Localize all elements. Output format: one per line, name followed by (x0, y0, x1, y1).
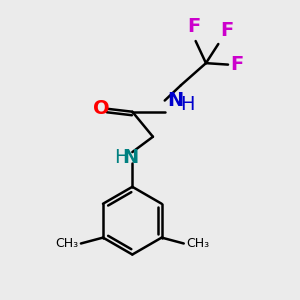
Text: N: N (167, 91, 183, 110)
Text: N: N (123, 148, 139, 167)
Text: H: H (114, 148, 128, 167)
Text: F: F (230, 55, 244, 74)
Text: F: F (188, 17, 201, 36)
Text: CH₃: CH₃ (55, 237, 78, 250)
Text: O: O (93, 99, 110, 118)
Text: H: H (180, 95, 194, 114)
Text: CH₃: CH₃ (187, 237, 210, 250)
Text: F: F (220, 21, 233, 40)
